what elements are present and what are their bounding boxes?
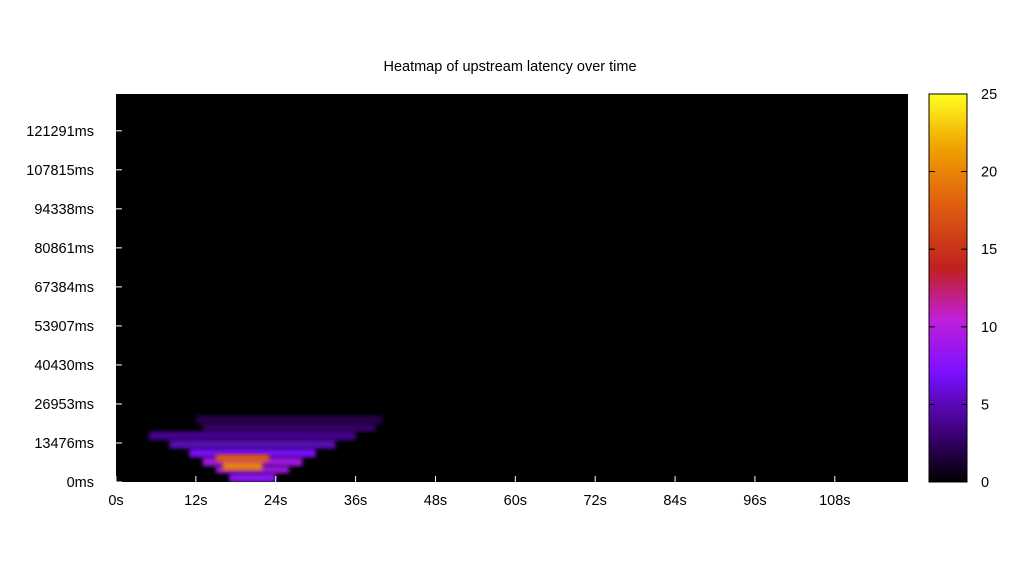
colorbar-tick-label: 25 (981, 87, 997, 103)
colorbar-tick-label: 20 (981, 165, 997, 181)
x-tick-label: 60s (504, 493, 527, 509)
heatmap-cell (149, 431, 356, 441)
y-tick-label: 40430ms (34, 358, 94, 374)
chart-title: Heatmap of upstream latency over time (383, 59, 636, 75)
heatmap-cell (195, 415, 383, 425)
heatmap-cell (189, 448, 316, 458)
x-axis: 0s 12s 24s 36s 48s 60s 72s 84s 96s 108s (108, 476, 851, 509)
colorbar-tick-label: 10 (981, 320, 997, 336)
x-tick-label: 72s (583, 493, 606, 509)
y-tick-label: 53907ms (34, 319, 94, 335)
y-tick-label: 107815ms (26, 163, 94, 179)
x-tick-label: 0s (108, 493, 123, 509)
heatmap-cell (229, 473, 276, 482)
colorbar-tick-label: 15 (981, 242, 997, 258)
y-tick-label: 67384ms (34, 280, 94, 296)
heatmap-cell (202, 424, 376, 432)
y-tick-label: 0ms (67, 475, 94, 491)
y-tick-label: 13476ms (34, 436, 94, 452)
x-tick-label: 36s (344, 493, 367, 509)
colorbar-tick-label: 5 (981, 397, 989, 413)
y-tick-label: 94338ms (34, 202, 94, 218)
x-tick-label: 48s (424, 493, 447, 509)
heatmap-cell (222, 461, 263, 471)
x-tick-label: 108s (819, 493, 850, 509)
x-tick-label: 96s (743, 493, 766, 509)
heatmap-cell (215, 454, 270, 462)
y-axis: 0ms 13476ms 26953ms 40430ms 53907ms 67384ms 80… (26, 124, 122, 491)
heatmap-cells (149, 415, 383, 482)
colorbar (928, 93, 968, 483)
y-tick-label: 80861ms (34, 241, 94, 257)
x-tick-label: 12s (184, 493, 207, 509)
x-tick-label: 24s (264, 493, 287, 509)
heatmap-cell (169, 440, 336, 449)
y-tick-label: 26953ms (34, 397, 94, 413)
colorbar-tick-label: 0 (981, 475, 989, 491)
x-tick-label: 84s (663, 493, 686, 509)
y-tick-label: 121291ms (26, 124, 94, 140)
colorbar-axis: 0 5 10 15 20 25 (929, 87, 997, 491)
